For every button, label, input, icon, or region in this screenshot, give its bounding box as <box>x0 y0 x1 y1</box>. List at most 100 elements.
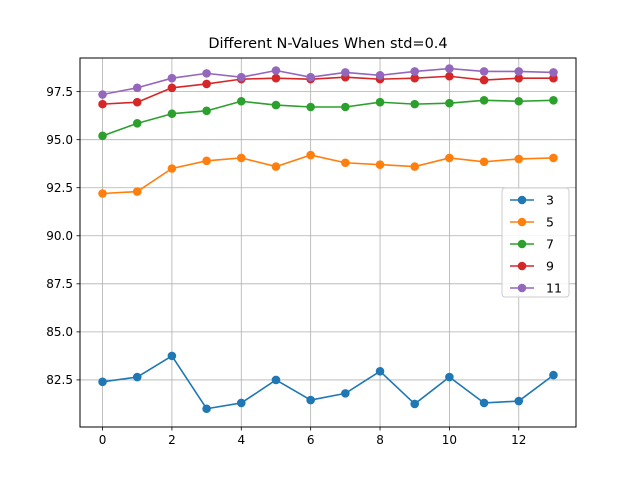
data-point <box>236 398 246 408</box>
data-point <box>410 67 420 76</box>
data-point <box>549 95 558 105</box>
plot-frame <box>79 57 577 428</box>
data-point <box>271 375 281 385</box>
series-3 <box>98 351 558 414</box>
data-point <box>375 70 385 80</box>
data-point <box>98 377 107 387</box>
data-point <box>202 106 211 116</box>
series-line <box>102 355 554 410</box>
data-point <box>202 79 211 89</box>
data-point <box>410 399 420 409</box>
data-point <box>410 99 420 109</box>
data-point <box>549 370 558 380</box>
data-point <box>167 109 177 119</box>
series-5 <box>98 150 558 198</box>
legend-box <box>501 187 570 298</box>
data-point <box>375 97 385 107</box>
data-point <box>341 158 350 168</box>
data-point <box>514 396 524 406</box>
data-point <box>98 99 107 109</box>
data-point <box>479 157 489 167</box>
legend: 3 5 7 9 11 <box>501 187 570 298</box>
data-point <box>514 154 524 164</box>
data-point <box>341 102 350 112</box>
x-tick-label: 12 <box>511 433 526 447</box>
series-7 <box>98 95 558 141</box>
data-point <box>271 66 281 75</box>
series-layer <box>98 64 558 414</box>
x-tick-label: 10 <box>442 433 457 447</box>
y-tick-label: 82.5 <box>46 373 73 387</box>
data-point <box>132 187 142 196</box>
y-tick-label: 90.0 <box>46 229 73 243</box>
data-point <box>549 153 558 163</box>
x-tick-label: 6 <box>307 433 315 447</box>
legend-label: 9 <box>546 259 554 274</box>
x-tick-label: 8 <box>376 433 384 447</box>
series-line <box>102 99 554 137</box>
series-line <box>102 154 554 195</box>
data-point <box>98 90 107 99</box>
data-point <box>375 160 385 169</box>
data-point <box>271 100 281 110</box>
legend-marker <box>517 283 527 293</box>
data-point <box>132 83 142 93</box>
data-point <box>306 72 315 82</box>
data-point <box>479 95 489 105</box>
legend-entry: 9 <box>510 259 554 274</box>
data-point <box>271 73 281 83</box>
legend-marker <box>517 239 527 249</box>
data-point <box>271 162 281 171</box>
data-point <box>341 389 350 398</box>
legend-entry: 7 <box>510 237 554 252</box>
data-point <box>514 67 524 76</box>
data-point <box>306 150 315 160</box>
x-axis: 0 2 4 6 8 10 12 <box>99 427 526 447</box>
data-point <box>479 75 489 85</box>
data-point <box>375 366 385 376</box>
data-point <box>445 153 454 163</box>
data-point <box>167 83 177 93</box>
data-point <box>341 68 350 77</box>
data-point <box>479 67 489 76</box>
legend-entry: 11 <box>510 281 562 296</box>
y-tick-label: 87.5 <box>46 277 73 291</box>
data-point <box>306 395 315 405</box>
data-point <box>479 398 489 408</box>
data-point <box>132 372 142 382</box>
data-point <box>236 153 246 163</box>
data-point <box>202 156 211 166</box>
legend-entry: 3 <box>510 193 554 208</box>
legend-entry: 5 <box>510 215 554 230</box>
data-point <box>445 98 454 108</box>
data-point <box>306 102 315 112</box>
data-point <box>445 71 454 81</box>
data-point <box>202 404 211 414</box>
y-tick-label: 95.0 <box>46 133 73 147</box>
data-point <box>167 351 177 361</box>
series-line <box>102 67 554 96</box>
series-11 <box>98 64 558 99</box>
data-point <box>202 69 211 78</box>
chart-title: Different N-Values When std=0.4 <box>208 36 447 52</box>
legend-label: 11 <box>546 281 562 296</box>
data-point <box>132 97 142 107</box>
data-point <box>236 72 246 82</box>
data-point <box>167 73 177 83</box>
x-tick-label: 0 <box>99 433 107 447</box>
legend-label: 3 <box>546 193 554 208</box>
y-axis: 82.5 85.0 87.5 90.0 92.5 95.0 97.5 <box>46 85 80 387</box>
data-point <box>445 64 454 73</box>
data-point <box>514 96 524 106</box>
data-point <box>514 73 524 83</box>
data-point <box>236 96 246 106</box>
data-point <box>132 119 142 128</box>
y-tick-label: 85.0 <box>46 325 73 339</box>
x-tick-label: 4 <box>237 433 245 447</box>
data-point <box>98 131 107 141</box>
y-tick-label: 97.5 <box>46 85 73 99</box>
data-point <box>410 162 420 171</box>
data-point <box>410 73 420 83</box>
legend-label: 7 <box>546 237 554 252</box>
